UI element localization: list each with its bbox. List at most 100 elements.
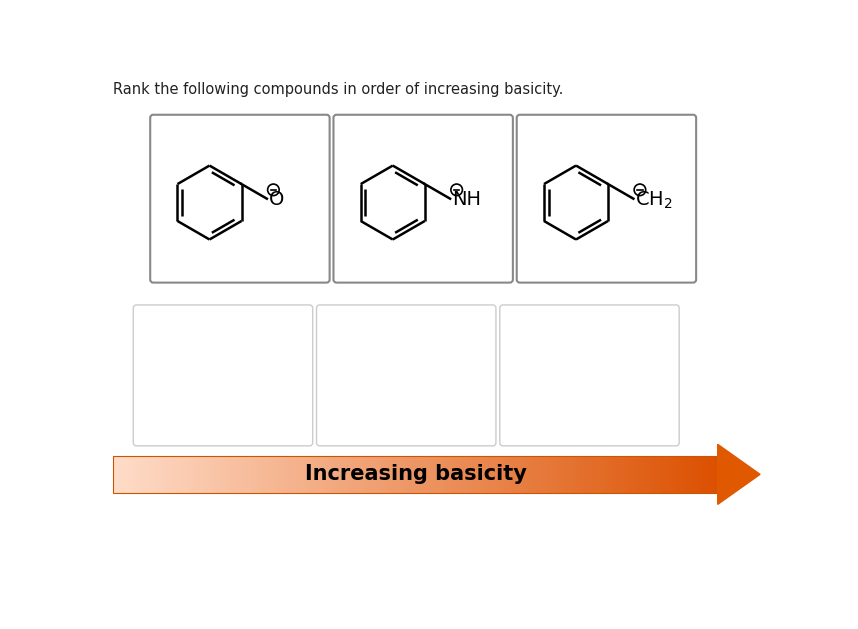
Bar <box>488 456 492 493</box>
Bar <box>565 456 569 493</box>
Bar <box>464 456 468 493</box>
Bar <box>456 456 460 493</box>
Bar <box>173 456 178 493</box>
Bar <box>372 456 376 493</box>
Bar <box>681 456 686 493</box>
Bar <box>541 456 545 493</box>
Bar <box>323 456 327 493</box>
Bar <box>178 456 182 493</box>
Bar <box>142 456 146 493</box>
Bar <box>496 456 500 493</box>
Bar <box>343 456 347 493</box>
Bar <box>629 456 633 493</box>
Bar <box>230 456 234 493</box>
Bar <box>359 456 364 493</box>
FancyBboxPatch shape <box>517 114 696 282</box>
Bar <box>686 456 690 493</box>
Bar <box>621 456 625 493</box>
Bar <box>226 456 231 493</box>
Bar <box>674 456 678 493</box>
Bar <box>218 456 222 493</box>
Bar <box>678 456 682 493</box>
Bar <box>306 456 311 493</box>
Bar <box>710 456 714 493</box>
Bar <box>613 456 618 493</box>
Bar <box>492 456 497 493</box>
Bar <box>161 456 166 493</box>
Bar <box>194 456 198 493</box>
Bar <box>254 456 259 493</box>
Bar <box>698 456 702 493</box>
Bar <box>190 456 194 493</box>
Bar <box>166 456 170 493</box>
Bar <box>577 456 581 493</box>
FancyBboxPatch shape <box>317 305 496 446</box>
Bar <box>500 456 505 493</box>
Bar <box>589 456 593 493</box>
Bar <box>424 456 428 493</box>
Bar <box>517 456 521 493</box>
Bar <box>512 456 517 493</box>
Bar <box>198 456 202 493</box>
Bar <box>133 456 138 493</box>
Bar <box>581 456 585 493</box>
FancyBboxPatch shape <box>150 114 329 282</box>
Bar <box>149 456 154 493</box>
Bar <box>239 456 243 493</box>
Bar <box>637 456 642 493</box>
Text: O: O <box>269 190 284 209</box>
Bar <box>234 456 239 493</box>
Bar <box>331 456 335 493</box>
Bar <box>287 456 291 493</box>
Bar <box>420 456 424 493</box>
Bar <box>448 456 452 493</box>
Bar <box>339 456 343 493</box>
Bar <box>650 456 654 493</box>
Bar <box>653 456 657 493</box>
Bar <box>266 456 271 493</box>
Bar <box>480 456 485 493</box>
Bar <box>379 456 384 493</box>
Bar <box>657 456 662 493</box>
Bar <box>251 456 255 493</box>
Bar <box>468 456 472 493</box>
Bar <box>275 456 279 493</box>
Bar <box>665 456 670 493</box>
Bar <box>270 456 275 493</box>
Bar <box>505 456 509 493</box>
Bar <box>625 456 630 493</box>
Bar <box>484 456 488 493</box>
Bar <box>291 456 295 493</box>
Bar <box>210 456 214 493</box>
Bar <box>693 456 698 493</box>
Text: Rank the following compounds in order of increasing basicity.: Rank the following compounds in order of… <box>113 82 564 97</box>
Bar <box>617 456 621 493</box>
Bar <box>412 456 416 493</box>
Bar <box>146 456 150 493</box>
Bar <box>524 456 529 493</box>
Bar <box>186 456 190 493</box>
Bar <box>714 456 718 493</box>
Bar <box>472 456 476 493</box>
Bar <box>399 456 404 493</box>
Bar <box>118 456 122 493</box>
Bar <box>303 456 307 493</box>
Bar <box>690 456 694 493</box>
Bar <box>222 456 227 493</box>
Bar <box>363 456 367 493</box>
Bar <box>113 456 717 493</box>
Text: Increasing basicity: Increasing basicity <box>305 464 527 484</box>
Bar <box>427 456 432 493</box>
Bar <box>569 456 573 493</box>
Bar <box>375 456 379 493</box>
Bar <box>113 456 118 493</box>
Bar <box>282 456 287 493</box>
Bar <box>529 456 533 493</box>
Bar <box>476 456 480 493</box>
Bar <box>432 456 436 493</box>
Bar <box>408 456 412 493</box>
Bar <box>597 456 601 493</box>
Bar <box>137 456 142 493</box>
Bar <box>121 456 126 493</box>
Bar <box>182 456 186 493</box>
